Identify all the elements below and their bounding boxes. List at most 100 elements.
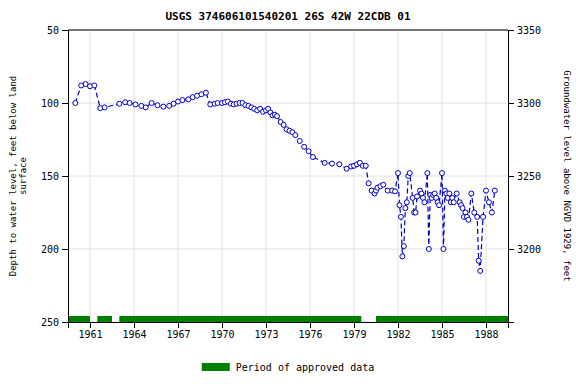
data-point <box>393 189 398 194</box>
data-point <box>161 104 166 109</box>
x-axis-tick: 1970 <box>210 322 234 340</box>
legend-label: Period of approved data <box>236 362 374 373</box>
x-axis-tick-mark <box>354 322 355 328</box>
legend: Period of approved data <box>202 362 374 373</box>
x-axis-tick-label: 1985 <box>430 329 454 340</box>
y2-axis-tick-mark <box>508 249 514 250</box>
x-axis-tick-mark <box>178 322 179 328</box>
data-point <box>337 162 342 167</box>
data-point <box>396 171 401 176</box>
y-axis: 50 100 150 200 250 <box>41 25 69 328</box>
approved-period <box>97 316 112 322</box>
x-axis-tick-label: 1961 <box>78 329 102 340</box>
y-axis-line <box>62 31 69 323</box>
x-axis-tick-label: 1970 <box>210 329 234 340</box>
x-axis-tick: 1979 <box>342 322 366 340</box>
data-point <box>401 244 406 249</box>
frame-top <box>68 30 508 31</box>
data-point <box>102 105 107 110</box>
data-point <box>330 161 335 166</box>
data-point <box>403 206 408 211</box>
x-axis-tick: 1973 <box>254 322 278 340</box>
y-axis-tick: 50 <box>47 25 68 36</box>
data-point <box>322 160 327 165</box>
y2-axis-tick-mark <box>508 176 514 177</box>
x-axis-tick: 1985 <box>430 322 454 340</box>
data-point <box>489 210 494 215</box>
y2-axis-tick-label: 3250 <box>517 171 541 182</box>
data-point <box>492 188 497 193</box>
title: USGS 374606101540201 26S 42W 22CDB 01 <box>165 10 410 23</box>
y2-axis-tick: 3300 <box>508 98 541 109</box>
data-line <box>75 84 494 271</box>
data-point <box>454 191 459 196</box>
data-point <box>366 181 371 186</box>
data-point <box>398 214 403 219</box>
approved-period <box>119 316 361 322</box>
data-point <box>426 247 431 252</box>
data-point <box>437 203 442 208</box>
chart: 1961 1964 1967 1970 1973 1976 1979 1982 1985 1988… <box>0 0 576 384</box>
y2-axis-tick-label: 3350 <box>517 25 541 36</box>
y-axis-tick-mark <box>62 103 68 104</box>
data-point <box>133 102 138 107</box>
data-point <box>486 200 491 205</box>
x-axis-tick-label: 1967 <box>166 329 190 340</box>
x-axis-tick-mark <box>310 322 311 328</box>
y2-axis-tick: 3250 <box>508 171 541 182</box>
data-point <box>425 171 430 176</box>
data-point <box>275 114 280 119</box>
data-point <box>306 149 311 154</box>
data-point <box>475 214 480 219</box>
y-axis-tick-mark <box>62 249 68 250</box>
data-point <box>400 254 405 259</box>
data-point <box>397 203 402 208</box>
data-point <box>73 101 78 106</box>
data-point <box>407 171 412 176</box>
y-axis-tick-label: 150 <box>41 171 59 182</box>
y-axis-tick-mark <box>62 176 68 177</box>
legend-swatch <box>202 363 230 371</box>
x-axis-tick-mark <box>266 322 267 328</box>
y-axis-tick-mark <box>62 30 68 31</box>
data-point <box>481 214 486 219</box>
x-axis-tick-label: 1976 <box>298 329 322 340</box>
y2-axis-label: Groundwater level above NGVD 1929, feet <box>562 70 572 281</box>
data-point <box>293 133 298 138</box>
data-point <box>404 200 409 205</box>
data-point <box>203 90 208 95</box>
marks <box>68 82 508 322</box>
plot: 1961 1964 1967 1970 1973 1976 1979 1982 1985 1988… <box>41 25 541 340</box>
y-grid-line <box>68 30 508 31</box>
y2-axis-tick-mark <box>508 103 514 104</box>
x-axis-tick: 1982 <box>386 322 410 340</box>
y-axis-tick-label: 250 <box>41 317 59 328</box>
x-axis-tick-label: 1982 <box>386 329 410 340</box>
x-axis-tick-label: 1988 <box>474 329 498 340</box>
x-axis-tick-label: 1979 <box>342 329 366 340</box>
data-point <box>476 258 481 263</box>
y-axis-tick-label: 100 <box>41 98 59 109</box>
data-point <box>469 191 474 196</box>
x-axis-tick: 1988 <box>474 322 498 340</box>
data-point <box>127 101 132 106</box>
x-axis-tick: 1967 <box>166 322 190 340</box>
data-point <box>302 144 307 149</box>
y-axis-tick: 100 <box>41 98 68 109</box>
y-axis-tick-label: 50 <box>47 25 59 36</box>
y-axis-tick: 150 <box>41 171 68 182</box>
x-axis-tick-mark <box>134 322 135 328</box>
data-point <box>478 268 483 273</box>
y2-axis-line <box>509 31 515 323</box>
x-axis-tick: 1961 <box>78 322 102 340</box>
x-axis-tick-mark <box>222 322 223 328</box>
y-axis-tick: 200 <box>41 244 68 255</box>
y2-axis-tick-label: 3200 <box>517 244 541 255</box>
data-point <box>180 98 185 103</box>
y-axis-tick-mark <box>62 322 68 323</box>
x-axis-tick-label: 1964 <box>122 329 146 340</box>
y2-axis-tick-mark <box>508 30 514 31</box>
y2-axis-tick: 3200 <box>508 244 541 255</box>
data-point <box>297 138 302 143</box>
x-axis-line <box>69 323 509 329</box>
